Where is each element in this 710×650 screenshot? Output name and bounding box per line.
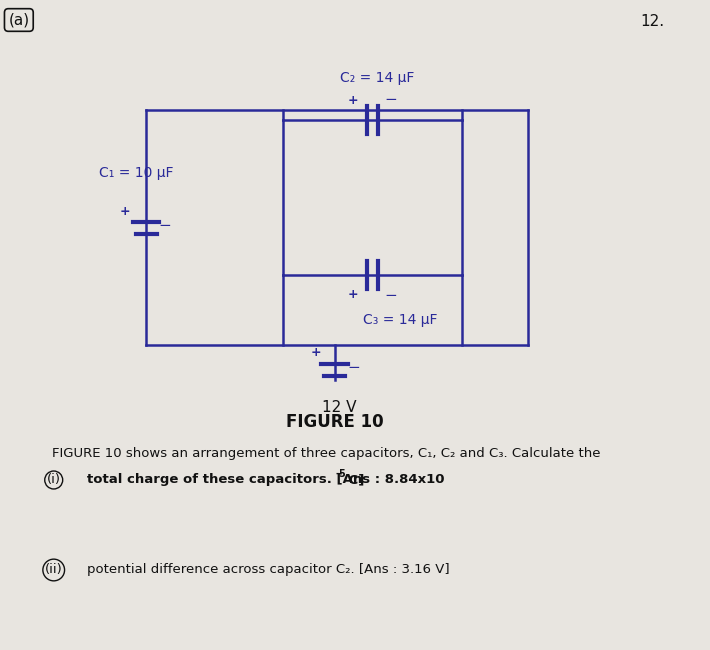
Text: -5: -5 — [336, 469, 346, 479]
Text: C₃ = 14 μF: C₃ = 14 μF — [364, 313, 438, 327]
Text: 12.: 12. — [640, 14, 665, 29]
Text: FIGURE 10: FIGURE 10 — [285, 413, 383, 431]
Text: +: + — [120, 205, 131, 218]
Text: (ii): (ii) — [45, 564, 62, 577]
Text: +: + — [348, 94, 359, 107]
Text: FIGURE 10 shows an arrangement of three capacitors, C₁, C₂ and C₃. Calculate the: FIGURE 10 shows an arrangement of three … — [52, 447, 601, 460]
Text: +: + — [310, 346, 321, 359]
Text: (a): (a) — [9, 12, 29, 27]
Text: potential difference across capacitor C₂. [Ans : 3.16 V]: potential difference across capacitor C₂… — [87, 564, 449, 577]
Text: C]: C] — [344, 473, 364, 486]
Text: 12 V: 12 V — [322, 400, 356, 415]
Text: −: − — [347, 361, 360, 376]
Text: +: + — [348, 289, 359, 302]
Text: C₂ = 14 μF: C₂ = 14 μF — [340, 71, 414, 85]
Text: −: − — [158, 218, 171, 233]
Text: total charge of these capacitors. [Ans : 8.84x10: total charge of these capacitors. [Ans :… — [87, 473, 444, 486]
Text: (i): (i) — [47, 473, 61, 486]
Text: −: − — [385, 287, 398, 302]
Text: −: − — [385, 92, 398, 107]
Text: C₁ = 10 μF: C₁ = 10 μF — [99, 166, 174, 179]
